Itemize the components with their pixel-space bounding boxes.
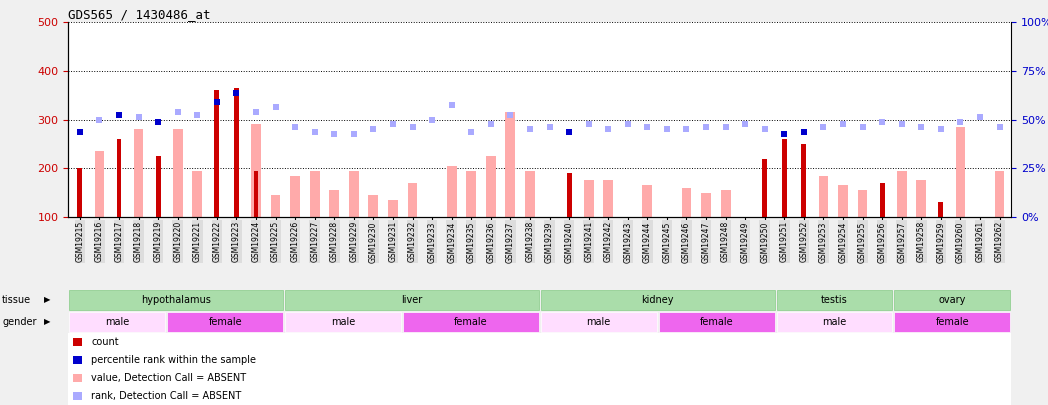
Bar [193,171,202,217]
Text: female: female [454,317,487,327]
Bar [168,312,283,332]
Bar [78,168,83,217]
Bar [408,183,417,217]
Text: male: male [587,317,611,327]
Bar [894,290,1010,310]
Text: testis: testis [821,295,848,305]
Text: count: count [91,337,118,347]
Bar [173,129,182,217]
Text: GDS565 / 1430486_at: GDS565 / 1430486_at [68,8,211,21]
Bar [69,312,166,332]
Bar [486,156,496,217]
Text: male: male [331,317,355,327]
Text: gender: gender [2,317,37,327]
Bar [604,181,613,217]
Bar [658,312,774,332]
Bar [156,156,160,217]
Text: male: male [823,317,847,327]
Bar [349,171,358,217]
Bar [782,139,787,217]
Text: rank, Detection Call = ABSENT: rank, Detection Call = ABSENT [91,391,241,401]
Text: liver: liver [401,295,422,305]
Text: tissue: tissue [2,295,31,305]
Bar [916,181,926,217]
Text: ovary: ovary [939,295,966,305]
Text: female: female [936,317,969,327]
Bar [285,290,539,310]
Text: ▶: ▶ [44,318,50,326]
Bar [403,312,539,332]
Bar [857,190,868,217]
Bar [567,173,571,217]
Bar [369,195,378,217]
Bar [777,290,893,310]
Bar [541,290,774,310]
Bar [252,124,261,217]
Bar [721,190,730,217]
Bar [116,139,122,217]
Bar [310,171,320,217]
Bar [894,312,1010,332]
Bar [466,171,476,217]
Bar [956,127,965,217]
Bar [762,158,767,217]
Text: ▶: ▶ [44,296,50,305]
Bar [541,312,657,332]
Text: value, Detection Call = ABSENT: value, Detection Call = ABSENT [91,373,246,383]
Bar [777,312,893,332]
Bar [69,290,283,310]
Bar [897,171,907,217]
Bar [681,188,692,217]
Bar [290,175,300,217]
Bar [642,185,652,217]
Bar [818,175,828,217]
Bar [584,181,593,217]
Bar [270,195,281,217]
Bar [234,88,239,217]
Bar [388,200,398,217]
Text: hypothalamus: hypothalamus [141,295,211,305]
Bar [285,312,401,332]
Bar [215,90,219,217]
Bar [525,171,534,217]
Bar [838,185,848,217]
Bar [938,202,943,217]
Text: percentile rank within the sample: percentile rank within the sample [91,355,256,365]
Bar [254,171,259,217]
Bar [505,112,516,217]
Bar [446,166,457,217]
Bar [94,151,105,217]
Bar [701,193,711,217]
Text: kidney: kidney [641,295,674,305]
Bar [329,190,340,217]
Text: female: female [209,317,242,327]
Bar [995,171,1004,217]
Text: female: female [700,317,734,327]
Bar [802,144,806,217]
Text: male: male [105,317,129,327]
Bar [879,183,885,217]
Bar [134,129,144,217]
